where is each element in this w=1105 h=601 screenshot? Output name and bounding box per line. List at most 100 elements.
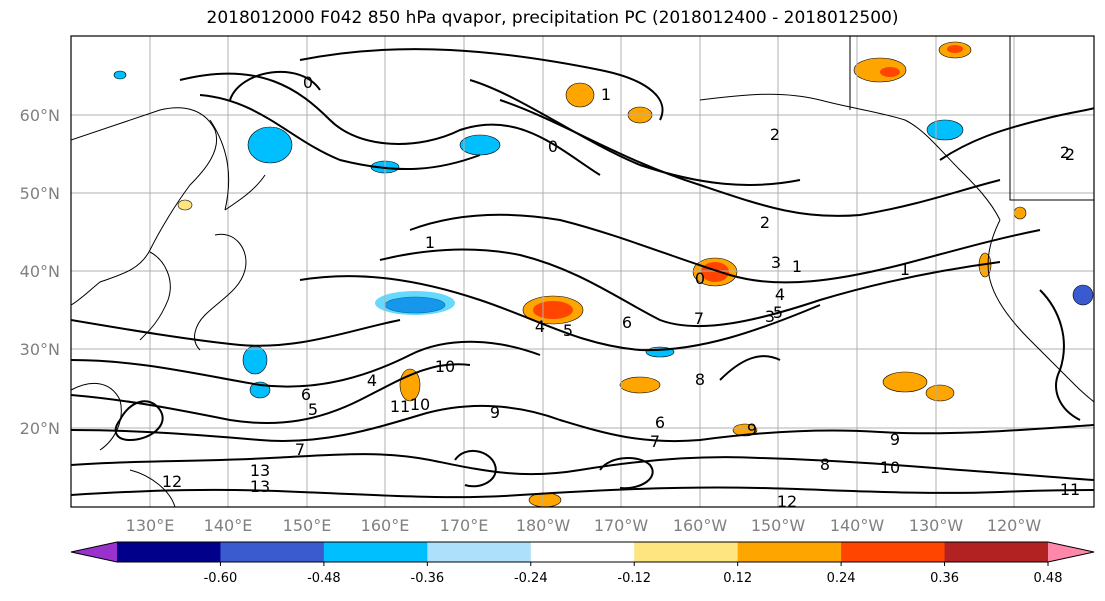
contour-label: 2 xyxy=(770,125,780,144)
colorbar-segment xyxy=(530,542,635,562)
shade-positive xyxy=(732,423,758,437)
contour-label: 2 xyxy=(1065,145,1075,164)
colorbar-tick-label: 0.36 xyxy=(930,571,959,586)
shade-negative xyxy=(247,126,293,164)
lat-label: 20°N xyxy=(20,419,60,438)
contour-label: 6 xyxy=(655,413,665,432)
shade-negative xyxy=(375,291,455,315)
shade-negative xyxy=(1072,284,1094,306)
lon-label: 150°W xyxy=(751,516,806,535)
longitude-labels: 130°E 140°E 150°E 160°E 170°E 180°W 170°… xyxy=(126,516,1042,535)
contour-label: 11 xyxy=(390,397,410,416)
colorbar-segment xyxy=(634,542,739,562)
shade-positive xyxy=(565,82,595,108)
contour-label: 13 xyxy=(250,461,270,480)
colorbar-tick-label: -0.36 xyxy=(411,571,445,586)
contour-label: 3 xyxy=(765,307,775,326)
precipitation-shading xyxy=(113,41,1094,507)
shade-positive xyxy=(1013,206,1027,220)
contour-label: 12 xyxy=(777,492,797,511)
lat-label: 40°N xyxy=(20,262,60,281)
shade-negative xyxy=(113,70,127,80)
colorbar-segment xyxy=(220,542,325,562)
lon-label: 160°W xyxy=(673,516,728,535)
contour-label: 3 xyxy=(771,253,781,272)
contour-label: 10 xyxy=(880,458,900,477)
lon-label: 170°W xyxy=(594,516,649,535)
contour-label: 5 xyxy=(308,400,318,419)
colorbar-extend-low xyxy=(71,542,117,562)
colorbar-extend-high xyxy=(1048,542,1094,562)
lon-label: 130°W xyxy=(909,516,964,535)
shade-positive xyxy=(701,262,729,282)
shade-negative xyxy=(459,134,501,156)
contour-label: 0 xyxy=(548,137,558,156)
colorbar-tick-label: -0.24 xyxy=(514,571,548,586)
colorbar-segment xyxy=(944,542,1049,562)
contour-label: 8 xyxy=(695,370,705,389)
contour-label: 1 xyxy=(792,257,802,276)
colorbar-tick-label: -0.60 xyxy=(204,571,238,586)
contour-label: 4 xyxy=(367,371,377,390)
contour-label: 12 xyxy=(162,472,182,491)
contour-label: 8 xyxy=(820,455,830,474)
colorbar-tick-label: 0.12 xyxy=(723,571,752,586)
contour-label: 10 xyxy=(410,395,430,414)
colorbar-tick-label: -0.12 xyxy=(617,571,651,586)
shade-negative xyxy=(242,345,268,375)
contour-label: 9 xyxy=(490,403,500,422)
lon-label: 130°E xyxy=(126,516,175,535)
contour-label: 2 xyxy=(760,213,770,232)
colorbar-tick-label: -0.48 xyxy=(307,571,341,586)
lon-label: 140°W xyxy=(830,516,885,535)
contour-label: 4 xyxy=(535,317,545,336)
lon-label: 150°E xyxy=(283,516,332,535)
colorbar-segment xyxy=(427,542,532,562)
contour-label: 11 xyxy=(1060,480,1080,499)
colorbar-segment xyxy=(117,542,221,562)
shade-positive xyxy=(882,371,928,393)
contour-label: 9 xyxy=(890,430,900,449)
lon-label: 170°E xyxy=(440,516,489,535)
contour-label: 0 xyxy=(303,73,313,92)
chart-title: 2018012000 F042 850 hPa qvapor, precipit… xyxy=(206,8,899,28)
shade-positive xyxy=(947,45,963,53)
colorbar-segment xyxy=(737,542,842,562)
colorbar-outline xyxy=(70,541,1095,563)
contour-label: 5 xyxy=(773,303,783,322)
contour-label: 13 xyxy=(250,477,270,496)
contour-label: 2 xyxy=(1060,143,1070,162)
contour-label: 10 xyxy=(435,357,455,376)
shade-positive xyxy=(925,384,955,402)
lon-label: 140°E xyxy=(204,516,253,535)
colorbar-tick-label: 0.48 xyxy=(1034,571,1063,586)
map-frame xyxy=(70,35,1095,508)
colorbar-segment xyxy=(323,542,428,562)
contour-label: 7 xyxy=(650,432,660,451)
shade-positive xyxy=(880,67,900,77)
lon-label: 120°W xyxy=(987,516,1042,535)
latitude-labels: 60°N 50°N 40°N 30°N 20°N xyxy=(20,106,60,438)
shade-positive xyxy=(177,199,193,211)
shade-negative xyxy=(926,119,964,141)
contour-label: 4 xyxy=(775,285,785,304)
contour-label: 5 xyxy=(563,321,573,340)
lat-label: 30°N xyxy=(20,340,60,359)
colorbar-tick-label: 0.24 xyxy=(827,571,856,586)
qvapor-contours xyxy=(71,48,1094,499)
lon-label: 180°W xyxy=(516,516,571,535)
contour-label: 7 xyxy=(295,440,305,459)
shade-positive xyxy=(619,376,661,394)
colorbar-segment xyxy=(841,542,946,562)
lat-label: 60°N xyxy=(20,106,60,125)
contour-label: 0 xyxy=(695,269,705,288)
lat-label: 50°N xyxy=(20,184,60,203)
contour-label: 1 xyxy=(900,260,910,279)
contour-label: 6 xyxy=(301,385,311,404)
colorbar: -0.60 -0.48 -0.36 -0.24 -0.12 0.12 0.24 0.36 0.4… xyxy=(70,541,1095,586)
contour-label: 9 xyxy=(747,420,757,439)
contour-label: 1 xyxy=(425,233,435,252)
contour-label: 7 xyxy=(694,309,704,328)
